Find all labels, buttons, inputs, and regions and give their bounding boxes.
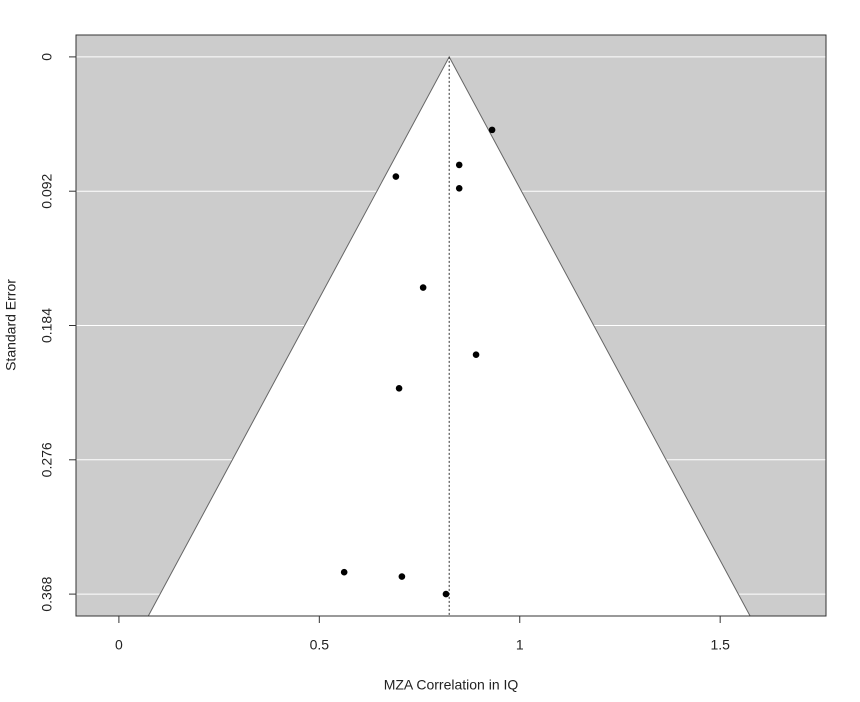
x-axis-label: MZA Correlation in IQ xyxy=(384,677,519,693)
study-point xyxy=(455,184,463,192)
x-tick-label: 1.5 xyxy=(710,637,730,653)
y-tick-label: 0.368 xyxy=(39,576,55,611)
x-tick-label: 0 xyxy=(115,637,123,653)
study-point xyxy=(392,173,400,180)
y-tick-label: 0.276 xyxy=(39,442,55,477)
study-point xyxy=(442,590,450,598)
x-tick-label: 0.5 xyxy=(310,637,330,653)
study-point xyxy=(419,284,427,291)
x-tick-label: 1 xyxy=(516,637,524,653)
study-point xyxy=(472,351,480,358)
y-tick-label: 0.184 xyxy=(39,308,55,343)
y-axis-label: Standard Error xyxy=(3,279,19,371)
study-point xyxy=(488,126,496,134)
study-point xyxy=(395,384,403,392)
study-point xyxy=(398,573,406,580)
study-point xyxy=(340,568,348,576)
y-tick-label: 0 xyxy=(39,53,55,61)
y-tick-label: 0.092 xyxy=(39,173,55,208)
study-point xyxy=(455,161,463,169)
